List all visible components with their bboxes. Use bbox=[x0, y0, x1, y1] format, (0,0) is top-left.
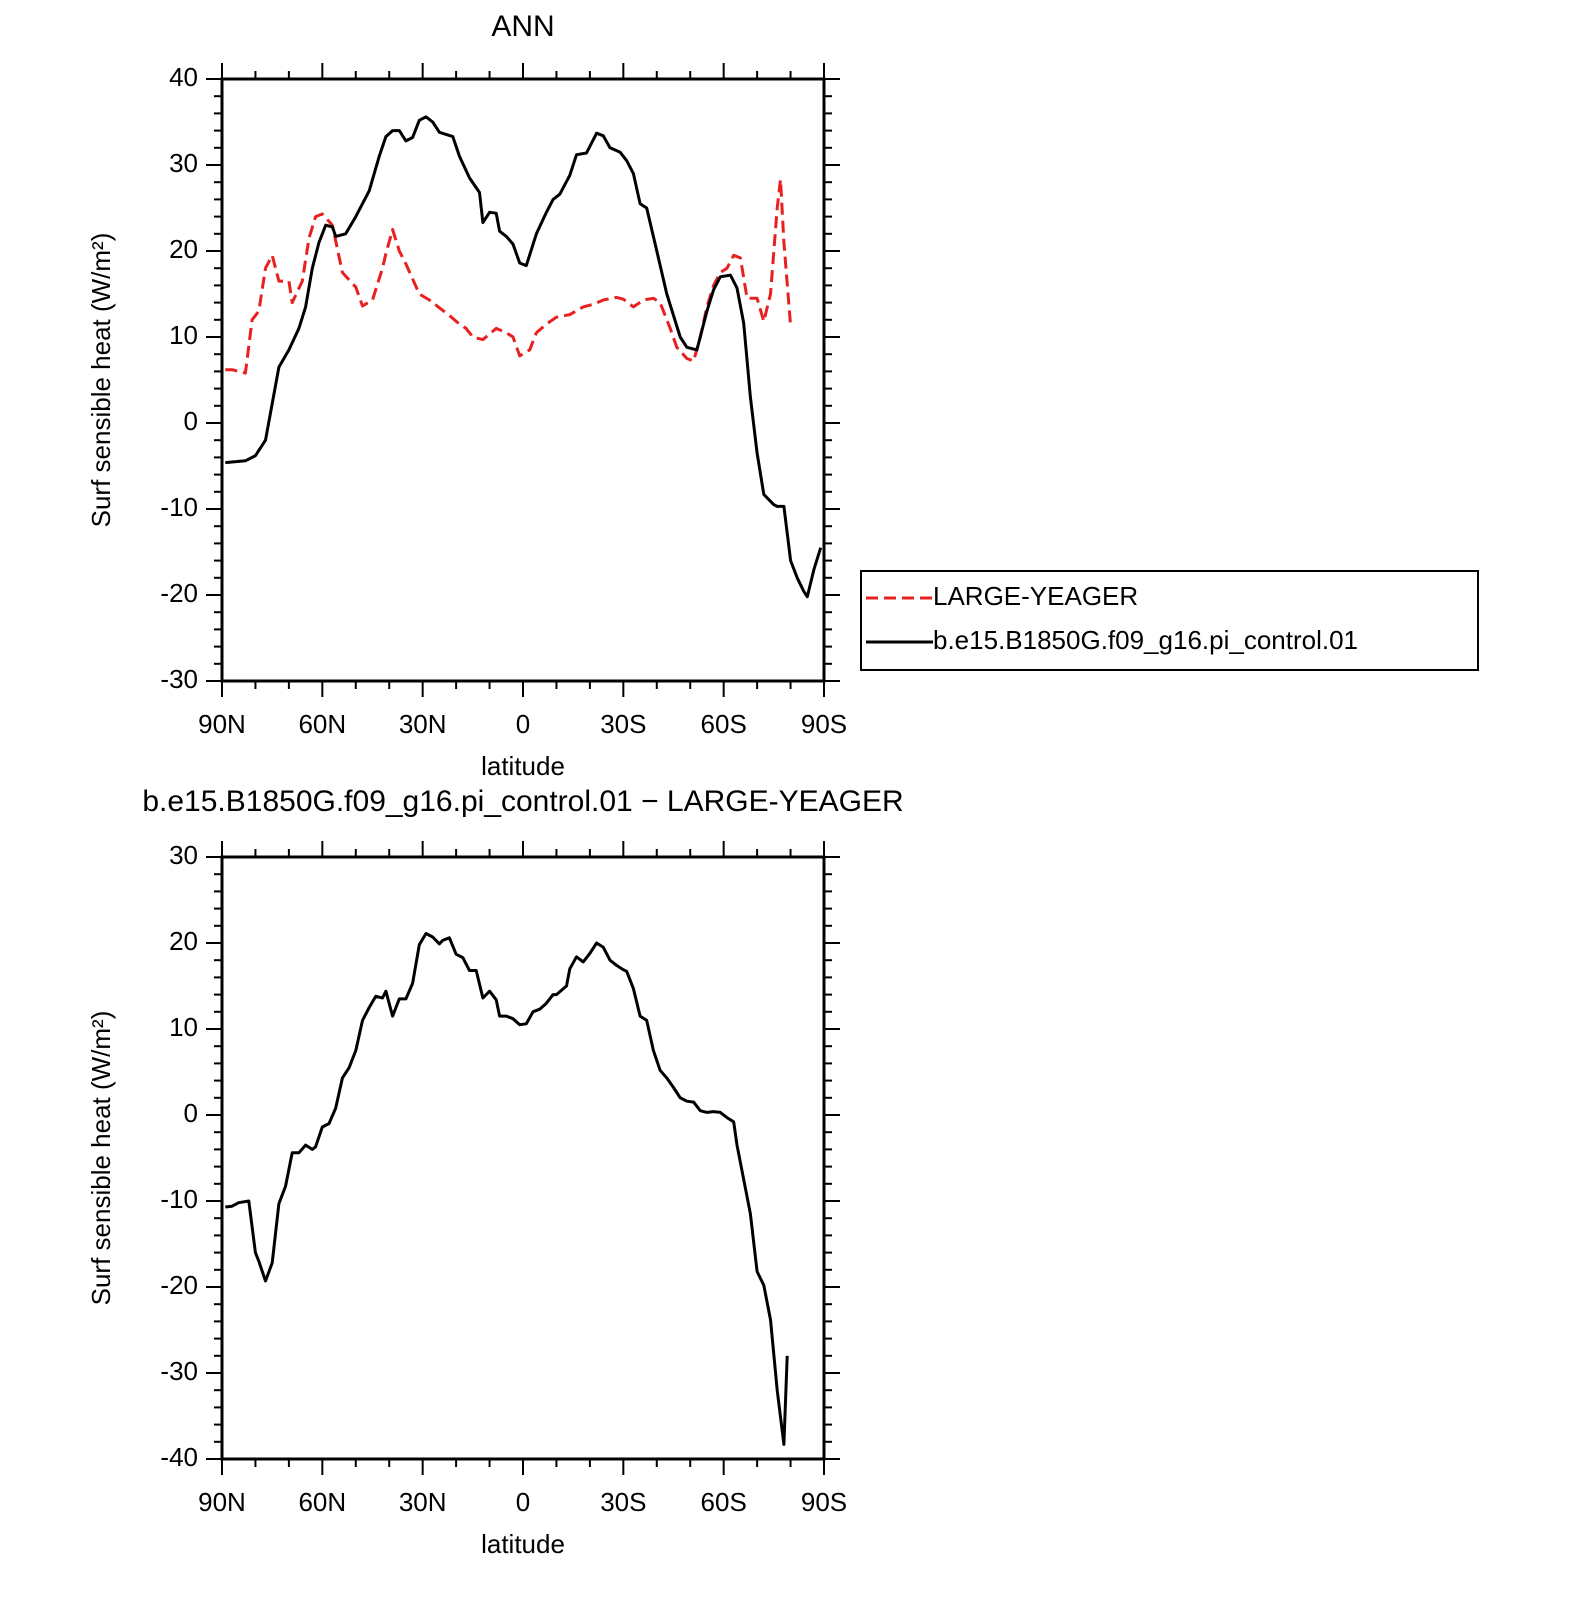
y-tick-label: -10 bbox=[160, 1184, 198, 1214]
legend-label: LARGE-YEAGER bbox=[933, 581, 1138, 611]
x-tick-label: 60S bbox=[701, 1487, 747, 1517]
chart-title: b.e15.B1850G.f09_g16.pi_control.01 − LAR… bbox=[142, 785, 903, 818]
data-line bbox=[225, 115, 823, 599]
x-tick-label: 60S bbox=[701, 709, 747, 739]
x-tick-label: 90N bbox=[198, 709, 246, 739]
legend-label: b.e15.B1850G.f09_g16.pi_control.01 bbox=[933, 625, 1358, 655]
chart-title: ANN bbox=[491, 10, 554, 43]
data-line bbox=[225, 932, 789, 1446]
y-tick-label: -10 bbox=[160, 492, 198, 522]
y-tick-label: 0 bbox=[184, 406, 198, 436]
x-tick-label: 0 bbox=[516, 709, 530, 739]
y-tick-label: -20 bbox=[160, 578, 198, 608]
x-axis-label: latitude bbox=[481, 1529, 565, 1559]
y-tick-label: 10 bbox=[169, 320, 198, 350]
x-tick-label: 30N bbox=[399, 1487, 447, 1517]
x-tick-label: 90S bbox=[801, 1487, 847, 1517]
y-tick-label: 10 bbox=[169, 1012, 198, 1042]
y-axis-label: Surf sensible heat (W/m²) bbox=[86, 233, 116, 528]
y-tick-label: -30 bbox=[160, 1356, 198, 1386]
y-tick-label: -20 bbox=[160, 1270, 198, 1300]
plot-frame bbox=[220, 77, 826, 683]
y-tick-label: 30 bbox=[169, 840, 198, 870]
x-tick-label: 30S bbox=[600, 1487, 646, 1517]
y-tick-label: 40 bbox=[169, 62, 198, 92]
y-axis-label: Surf sensible heat (W/m²) bbox=[86, 1011, 116, 1306]
x-tick-label: 30N bbox=[399, 709, 447, 739]
y-tick-label: 20 bbox=[169, 234, 198, 264]
x-tick-label: 30S bbox=[600, 709, 646, 739]
x-axis-label: latitude bbox=[481, 751, 565, 781]
plot-frame bbox=[220, 855, 826, 1461]
x-tick-label: 60N bbox=[298, 1487, 346, 1517]
data-line bbox=[225, 178, 793, 375]
y-tick-label: 20 bbox=[169, 926, 198, 956]
x-tick-label: 60N bbox=[298, 709, 346, 739]
y-tick-label: -40 bbox=[160, 1442, 198, 1472]
x-tick-label: 0 bbox=[516, 1487, 530, 1517]
legend-box bbox=[860, 570, 1479, 671]
y-tick-label: -30 bbox=[160, 664, 198, 694]
x-tick-label: 90S bbox=[801, 709, 847, 739]
y-tick-label: 30 bbox=[169, 148, 198, 178]
x-tick-label: 90N bbox=[198, 1487, 246, 1517]
y-tick-label: 0 bbox=[184, 1098, 198, 1128]
